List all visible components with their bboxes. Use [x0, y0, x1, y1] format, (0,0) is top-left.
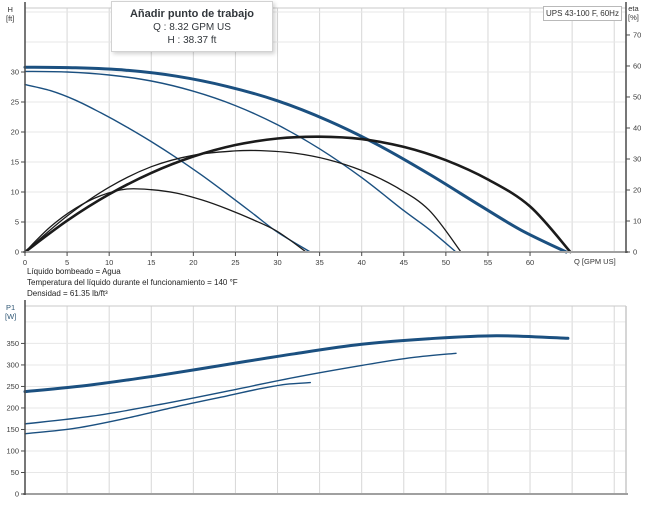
right-tick-label: 70: [633, 30, 641, 39]
pump-model-badge: UPS 43-100 F, 60Hz: [543, 6, 622, 21]
left-tick-label: 5: [15, 218, 19, 227]
flow-axis-title: Q [GPM US]: [574, 257, 616, 266]
series-group: [23, 65, 572, 254]
add-duty-point-tooltip[interactable]: Añadir punto de trabajo Q : 8.32 GPM US …: [111, 1, 273, 52]
left-tick-label: 50: [11, 468, 19, 477]
curve-head-speed-1: [24, 83, 311, 253]
left-tick-label: 300: [6, 360, 19, 369]
power-axis-name: P1: [6, 303, 16, 312]
left-tick-label: 150: [6, 425, 19, 434]
left-tick-label: 15: [11, 158, 19, 167]
pump-model-label: UPS 43-100 F, 60Hz: [546, 9, 619, 18]
x-tick-label: 50: [442, 258, 450, 267]
left-tick-label: 250: [6, 382, 19, 391]
curve-head-speed-3: [23, 65, 568, 254]
plot-area[interactable]: [25, 306, 626, 494]
eta-axis-name: eta: [628, 4, 639, 13]
curve-power-speed-3: [23, 334, 570, 394]
right-axis-ticks: 0 10 20 30 40 50 60 70: [626, 30, 641, 257]
left-tick-label: 25: [11, 98, 19, 107]
x-tick-label: 5: [65, 258, 69, 267]
left-tick-label: 350: [6, 339, 19, 348]
right-tick-label: 60: [633, 61, 641, 70]
series-group: [23, 334, 570, 435]
left-tick-label: 20: [11, 128, 19, 137]
x-tick-label: 45: [400, 258, 408, 267]
left-tick-label: 0: [15, 248, 19, 257]
right-tick-label: 10: [633, 216, 641, 225]
tooltip-q-value: Q : 8.32 GPM US: [153, 21, 231, 33]
liquid-info-block: Líquido bombeado = Agua Temperatura del …: [27, 266, 238, 299]
x-tick-label: 10: [105, 258, 113, 267]
eta-axis-unit: [%]: [628, 13, 639, 22]
tooltip-title: Añadir punto de trabajo: [129, 7, 255, 20]
x-tick-label: 55: [484, 258, 492, 267]
x-axis-ticks: 0 5 10 15 20 25 30 35 40 45 50 55 60: [23, 252, 534, 267]
hq-eta-chart: 0 5 10 15 20 25 30 0 10 20 30 40 50 60 70 0 5 10 15 20 25 30 3…: [11, 2, 641, 267]
gridlines: [25, 306, 626, 494]
curve-power-speed-1: [24, 381, 311, 435]
curve-efficiency-speed-1: [24, 188, 307, 253]
x-tick-label: 0: [23, 258, 27, 267]
left-tick-label: 200: [6, 403, 19, 412]
head-axis-name: H: [7, 5, 13, 14]
power-chart: 0 50 100 150 200 250 300 350: [6, 300, 628, 499]
left-tick-label: 10: [11, 188, 19, 197]
tooltip-h-value: H : 38.37 ft: [167, 34, 217, 46]
power-axis-unit: [W]: [5, 312, 17, 321]
left-axis-ticks: 0 5 10 15 20 25 30: [11, 68, 25, 257]
right-tick-label: 40: [633, 123, 641, 132]
power-axis-title: P1 [W]: [5, 303, 16, 321]
left-tick-label: 30: [11, 68, 19, 77]
eta-axis-title: eta [%]: [628, 4, 639, 22]
curve-efficiency-speed-2: [24, 149, 462, 253]
curve-power-speed-2: [24, 352, 457, 425]
info-liquid: Líquido bombeado = Agua: [27, 267, 121, 276]
x-tick-label: 20: [189, 258, 197, 267]
right-tick-label: 50: [633, 92, 641, 101]
left-tick-label: 100: [6, 446, 19, 455]
x-tick-label: 30: [273, 258, 281, 267]
x-tick-label: 25: [231, 258, 239, 267]
right-tick-label: 30: [633, 154, 641, 163]
curve-head-speed-2: [24, 70, 457, 253]
x-tick-label: 35: [315, 258, 323, 267]
right-tick-label: 0: [633, 248, 637, 257]
head-axis-title: H [ft]: [6, 5, 14, 23]
head-axis-unit: [ft]: [6, 14, 15, 23]
x-tick-label: 15: [147, 258, 155, 267]
x-tick-label: 60: [526, 258, 534, 267]
info-density: Densidad = 61.35 lb/ft³: [27, 289, 108, 298]
right-tick-label: 20: [633, 185, 641, 194]
x-tick-label: 40: [358, 258, 366, 267]
info-temperature: Temperatura del líquido durante el funci…: [27, 278, 238, 287]
left-axis-ticks: 0 50 100 150 200 250 300 350: [6, 339, 25, 499]
left-tick-label: 0: [15, 490, 19, 499]
